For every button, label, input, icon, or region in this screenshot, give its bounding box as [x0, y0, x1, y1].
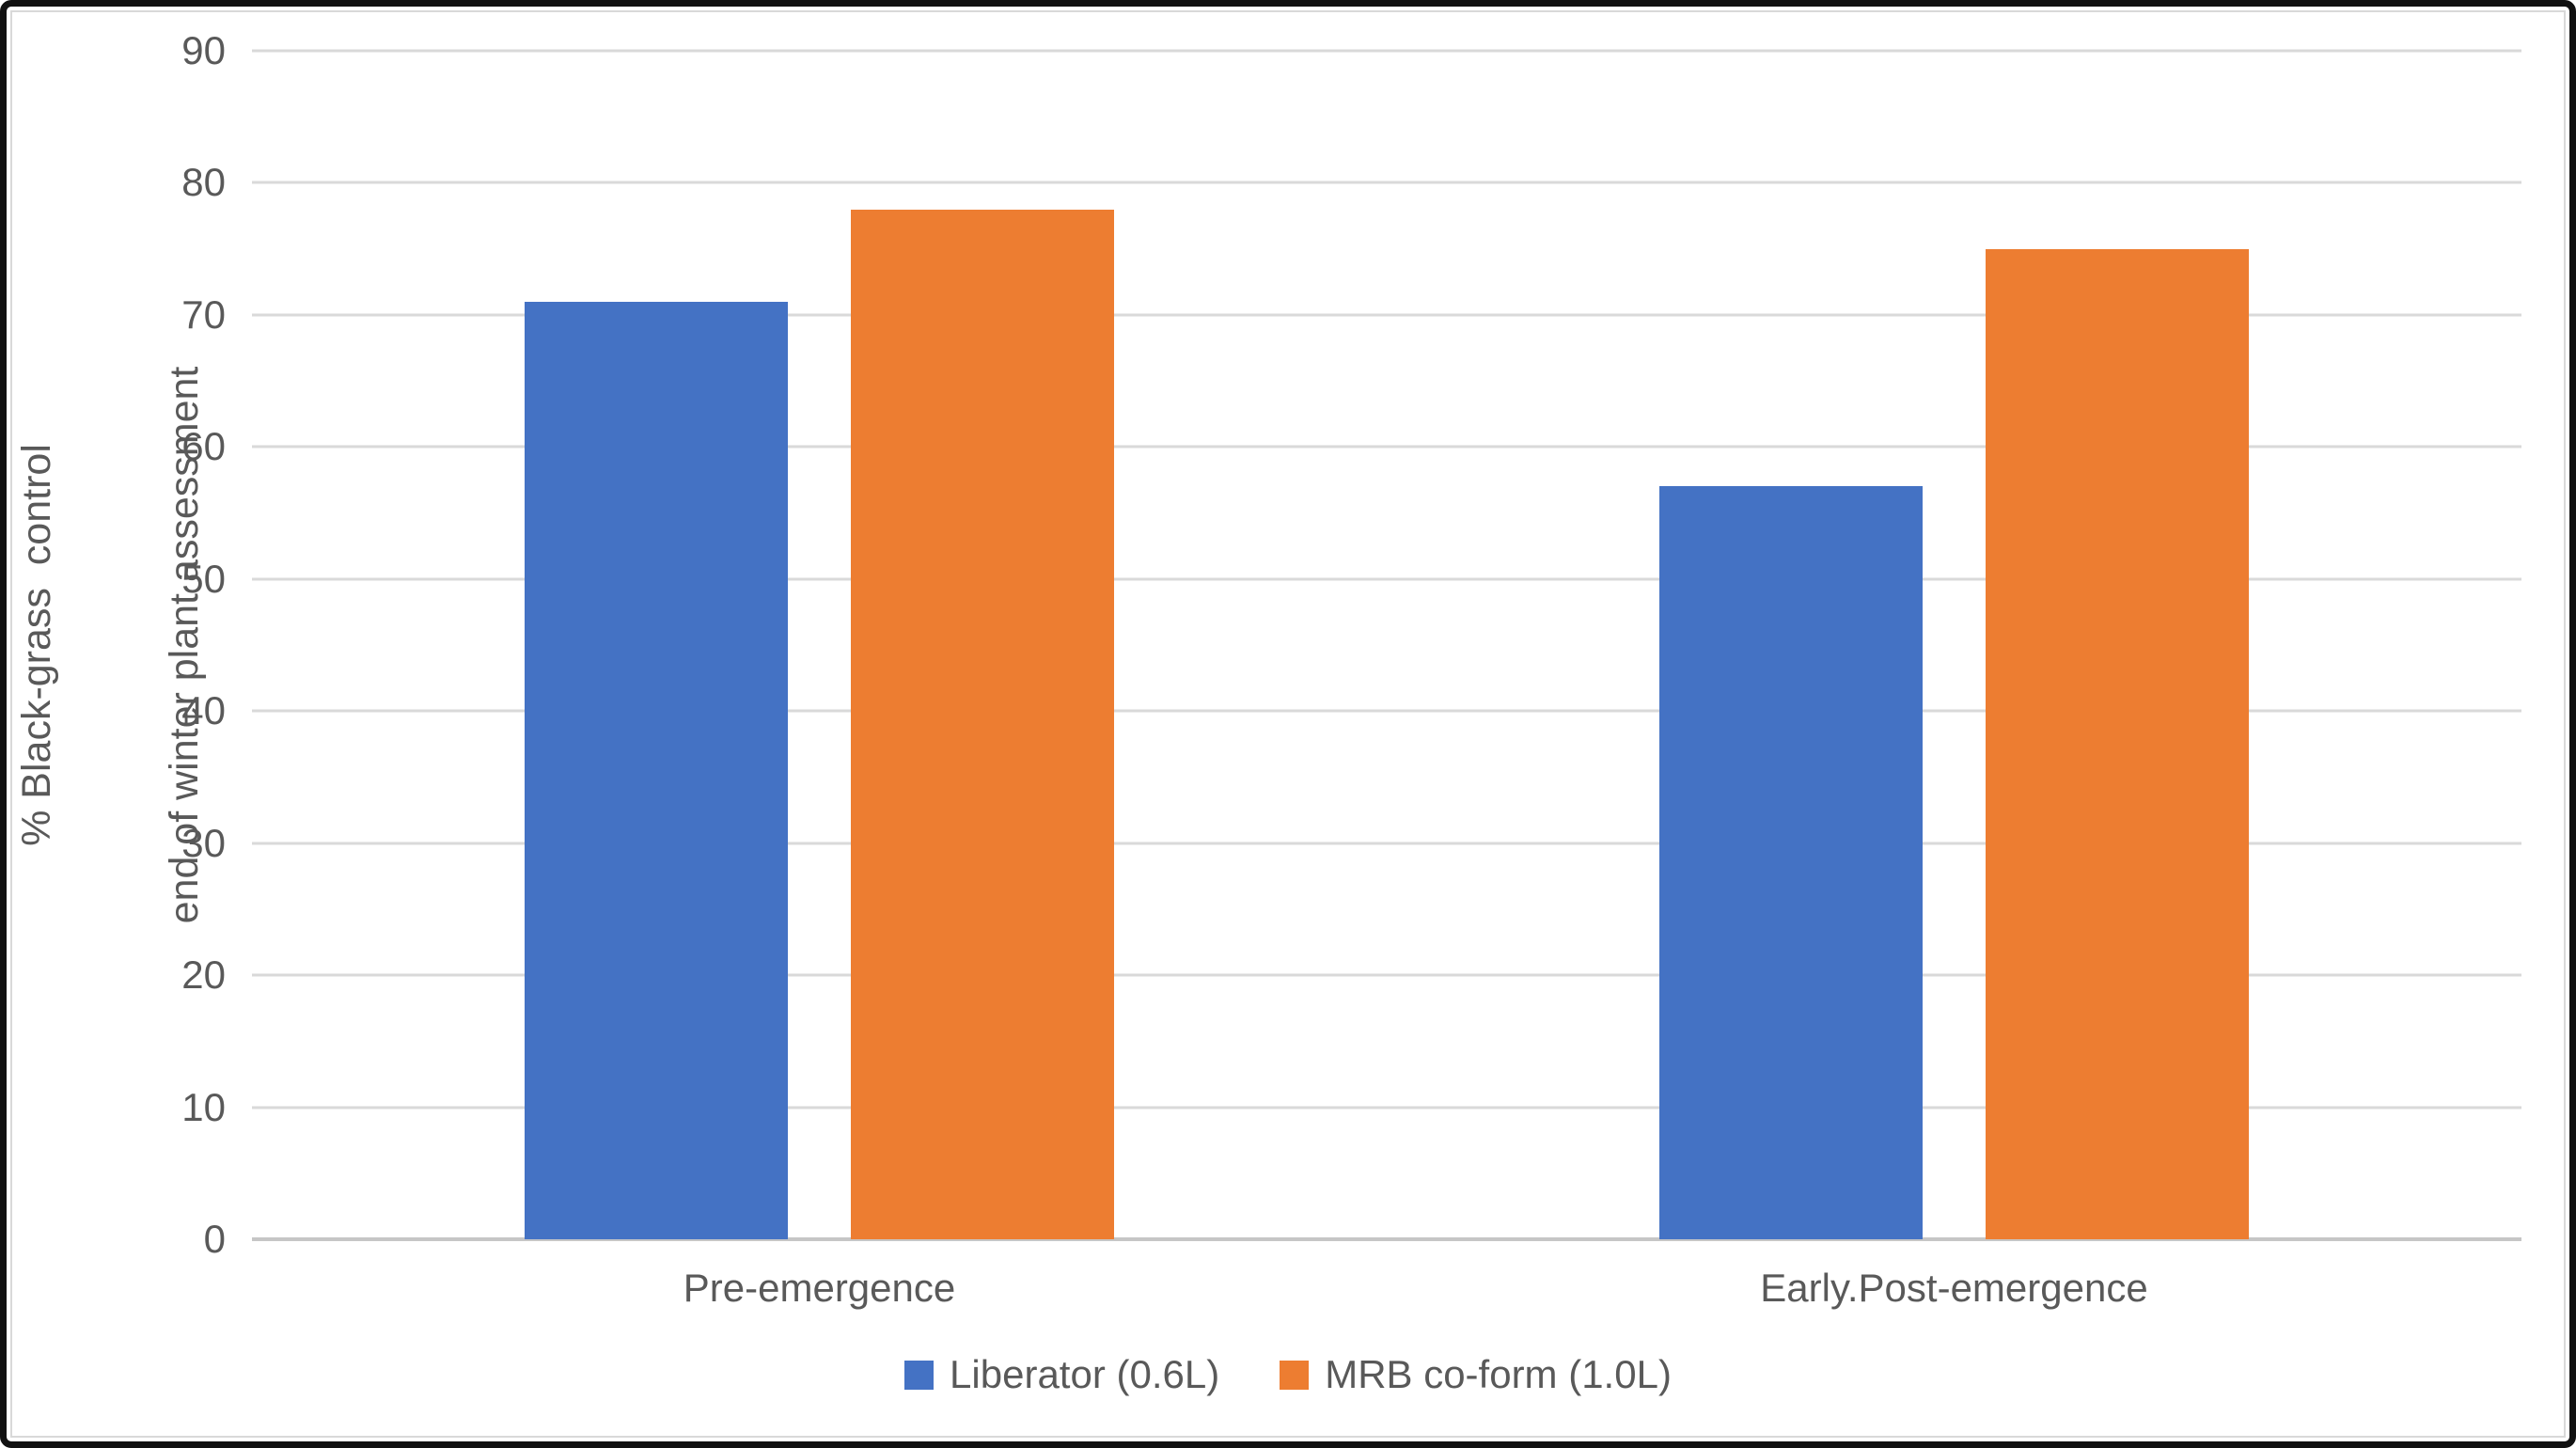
y-tick-label-40: 40	[181, 688, 226, 733]
y-tick-label-50: 50	[181, 556, 226, 601]
bars-row	[252, 51, 2521, 1239]
x-axis-labels: Pre-emergence Early.Post-emergence	[252, 1266, 2521, 1311]
bar-early-post-emergence-mrb-co-form-1-0l-	[1986, 248, 2249, 1239]
legend: Liberator (0.6L) MRB co-form (1.0L)	[0, 1352, 2576, 1397]
gridline-70	[252, 313, 2521, 317]
category-group-2	[1387, 51, 2521, 1239]
gridline-30	[252, 842, 2521, 845]
y-tick-label-0: 0	[203, 1217, 226, 1261]
category-group-1	[252, 51, 1387, 1239]
bar-pre-emergence-mrb-co-form-1-0l-	[851, 209, 1114, 1239]
gridline-20	[252, 973, 2521, 977]
plot-area	[252, 49, 2521, 1241]
gridline-60	[252, 445, 2521, 449]
bar-early-post-emergence-liberator-0-6l-	[1659, 486, 1923, 1239]
y-tick-label-10: 10	[181, 1084, 226, 1129]
x-category-label-1: Pre-emergence	[683, 1266, 956, 1310]
legend-item-mrb-co-form-1-0l-: MRB co-form (1.0L)	[1280, 1352, 1672, 1397]
y-tick-label-30: 30	[181, 820, 226, 865]
legend-item-liberator-0-6l-: Liberator (0.6L)	[904, 1352, 1219, 1397]
gridline-90	[252, 49, 2521, 53]
gridline-50	[252, 577, 2521, 581]
gridline-40	[252, 709, 2521, 713]
gridline-0	[252, 1237, 2521, 1241]
y-tick-label-60: 60	[181, 424, 226, 469]
bar-pre-emergence-liberator-0-6l-	[525, 301, 788, 1239]
y-tick-label-90: 90	[181, 28, 226, 72]
gridline-80	[252, 181, 2521, 184]
y-tick-label-70: 70	[181, 291, 226, 337]
x-category-label-2: Early.Post-emergence	[1760, 1266, 2148, 1310]
legend-label: MRB co-form (1.0L)	[1325, 1352, 1672, 1396]
y-tick-label-80: 80	[181, 160, 226, 205]
y-tick-label-20: 20	[181, 952, 226, 998]
legend-swatch-icon	[1280, 1360, 1310, 1390]
legend-swatch-icon	[904, 1360, 935, 1390]
legend-label: Liberator (0.6L)	[950, 1352, 1220, 1396]
gridline-10	[252, 1106, 2521, 1110]
